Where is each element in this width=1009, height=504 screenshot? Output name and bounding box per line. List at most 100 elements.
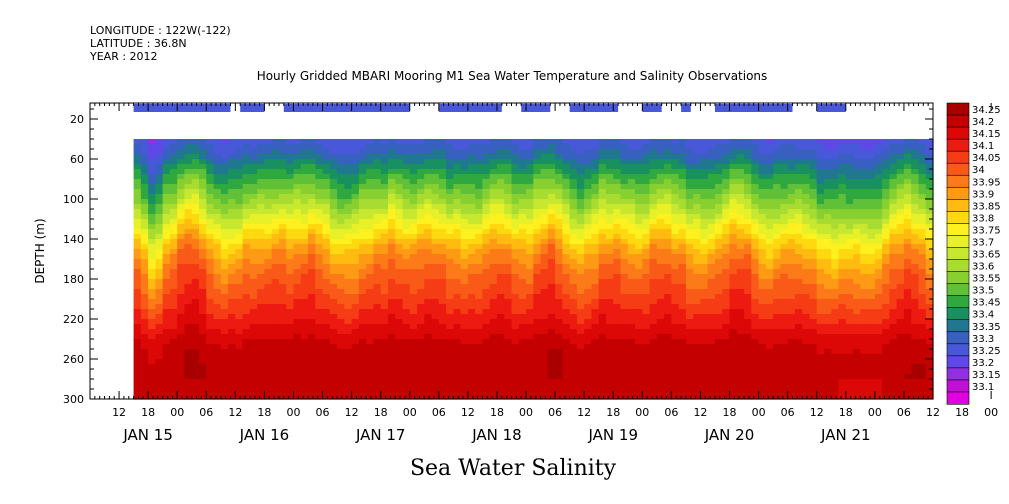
heatmap-cell xyxy=(184,319,193,325)
heatmap-cell xyxy=(271,344,280,350)
heatmap-cell xyxy=(649,329,658,335)
heatmap-cell xyxy=(635,304,643,310)
heatmap-cell xyxy=(467,309,476,315)
heatmap-cell xyxy=(504,224,513,230)
heatmap-cell xyxy=(496,159,505,165)
heatmap-cell xyxy=(518,229,527,235)
heatmap-cell xyxy=(489,294,498,300)
heatmap-cell xyxy=(787,364,796,370)
heatmap-cell xyxy=(453,239,462,245)
heatmap-cell xyxy=(155,149,164,155)
heatmap-cell xyxy=(140,394,149,400)
heatmap-cell xyxy=(736,204,745,210)
heatmap-cell xyxy=(605,264,614,270)
heatmap-cell xyxy=(700,209,709,215)
heatmap-cell xyxy=(358,264,367,270)
heatmap-cell xyxy=(460,294,469,300)
heatmap-cell xyxy=(562,194,571,200)
heatmap-cell xyxy=(446,179,454,185)
heatmap-cell xyxy=(569,329,578,335)
heatmap-cell xyxy=(533,224,542,230)
heatmap-cell xyxy=(169,314,178,320)
heatmap-cell xyxy=(744,279,752,285)
heatmap-cell xyxy=(286,319,295,325)
heatmap-cell xyxy=(576,319,585,325)
heatmap-cell xyxy=(366,184,375,190)
heatmap-cell xyxy=(576,154,585,160)
heatmap-cell xyxy=(344,254,353,260)
heatmap-cell xyxy=(213,199,222,205)
heatmap-cell xyxy=(395,189,404,195)
heatmap-cell xyxy=(133,144,142,150)
heatmap-cell xyxy=(620,139,629,145)
heatmap-cell xyxy=(133,174,142,180)
heatmap-cell xyxy=(823,359,832,365)
heatmap-cell xyxy=(460,214,469,220)
heatmap-cell xyxy=(591,374,600,380)
heatmap-cell xyxy=(133,299,142,305)
heatmap-cell xyxy=(140,299,149,305)
heatmap-cell xyxy=(271,244,280,250)
heatmap-cell xyxy=(664,224,672,230)
heatmap-cell xyxy=(140,154,149,160)
heatmap-cell xyxy=(177,249,186,255)
heatmap-cell xyxy=(467,149,476,155)
heatmap-cell xyxy=(351,209,360,215)
heatmap-cell xyxy=(249,214,258,220)
heatmap-cell xyxy=(278,274,287,280)
heatmap-cell xyxy=(148,294,157,300)
heatmap-cell xyxy=(765,379,774,385)
heatmap-cell xyxy=(751,274,760,280)
heatmap-cell xyxy=(598,274,607,280)
heatmap-cell xyxy=(664,214,672,220)
heatmap-cell xyxy=(242,374,251,380)
heatmap-cell xyxy=(482,244,491,250)
heatmap-cell xyxy=(286,249,295,255)
heatmap-cell xyxy=(714,319,723,325)
heatmap-cell xyxy=(329,304,338,310)
heatmap-cell xyxy=(751,329,760,335)
heatmap-cell xyxy=(351,369,360,375)
heatmap-cell xyxy=(736,249,745,255)
heatmap-cell xyxy=(460,299,469,305)
heatmap-cell xyxy=(322,139,331,145)
heatmap-cell xyxy=(206,309,215,315)
heatmap-cell xyxy=(358,274,367,280)
heatmap-cell xyxy=(751,384,760,390)
heatmap-cell xyxy=(344,374,353,380)
heatmap-cell xyxy=(235,289,244,295)
heatmap-cell xyxy=(184,334,193,340)
heatmap-cell xyxy=(395,394,404,400)
heatmap-cell xyxy=(402,269,411,275)
heatmap-cell xyxy=(206,254,215,260)
heatmap-cell xyxy=(613,139,622,145)
heatmap-cell xyxy=(169,254,178,260)
heatmap-cell xyxy=(649,224,658,230)
heatmap-cell xyxy=(569,364,578,370)
heatmap-cell xyxy=(584,154,593,160)
heatmap-cell xyxy=(526,184,534,190)
heatmap-cell xyxy=(402,229,411,235)
heatmap-cell xyxy=(286,259,295,265)
heatmap-cell xyxy=(685,379,694,385)
heatmap-cell xyxy=(700,374,709,380)
heatmap-cell xyxy=(569,239,578,245)
heatmap-cell xyxy=(460,144,469,150)
heatmap-cell xyxy=(220,139,229,145)
heatmap-cell xyxy=(722,354,731,360)
heatmap-cell xyxy=(199,219,207,225)
heatmap-cell xyxy=(155,319,164,325)
heatmap-cell xyxy=(794,209,803,215)
heatmap-cell xyxy=(794,174,803,180)
heatmap-cell xyxy=(562,229,571,235)
heatmap-cell xyxy=(773,234,781,240)
heatmap-cell xyxy=(453,339,462,345)
heatmap-cell xyxy=(155,214,164,220)
heatmap-cell xyxy=(293,369,302,375)
heatmap-cell xyxy=(642,249,651,255)
heatmap-cell xyxy=(802,169,811,175)
heatmap-cell xyxy=(540,304,549,310)
heatmap-cell xyxy=(431,154,440,160)
heatmap-cell xyxy=(402,369,411,375)
heatmap-cell xyxy=(664,194,672,200)
